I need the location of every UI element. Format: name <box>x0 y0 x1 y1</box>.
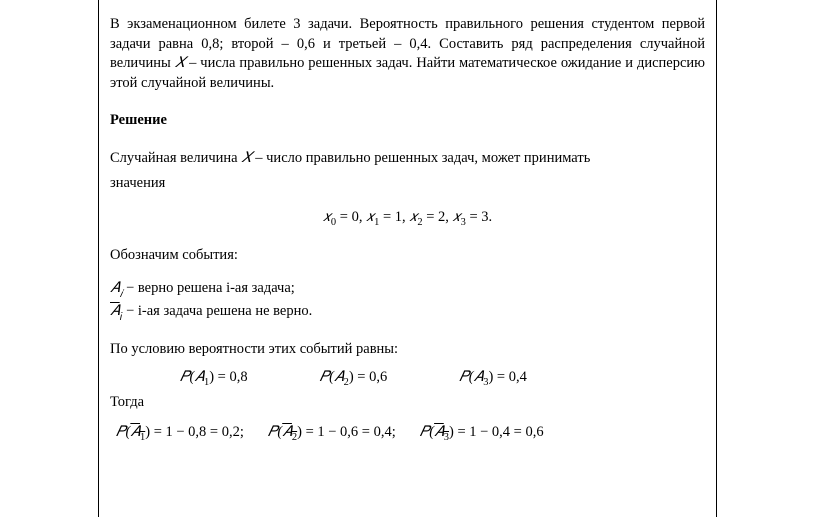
prob-abar1: 𝑃(𝐴1) = 1 − 0,8 = 0,2; <box>116 423 244 445</box>
event-a-dash: − <box>122 280 137 296</box>
intro-part2: – число правильно решенных задач, может … <box>252 150 591 166</box>
event-abar-sub: 𝑖 <box>120 311 123 325</box>
document-content: В экзаменационном билете 3 задачи. Вероя… <box>110 15 705 444</box>
intro-part3: значения <box>110 174 705 194</box>
problem-line1: В экзаменационном билете 3 задачи. Вероя… <box>110 16 584 32</box>
x0-sub: 0 <box>331 217 336 228</box>
problem-statement: В экзаменационном билете 3 задачи. Вероя… <box>110 15 705 93</box>
prob-a1: 𝑃(𝐴1) = 0,8 <box>180 368 248 390</box>
event-abar-dash: − <box>122 303 137 319</box>
event-abar-text: i-ая задача решена не верно. <box>138 303 312 319</box>
prob-abar3: 𝑃(𝐴3) = 1 − 0,4 = 0,6 <box>420 423 544 445</box>
x1-val: = 1, <box>379 209 409 225</box>
x2-val: = 2, <box>423 209 453 225</box>
solution-header: Решение <box>110 111 705 131</box>
then-word: Тогда <box>110 393 705 413</box>
probs-label: По условию вероятности этих событий равн… <box>110 340 705 360</box>
x1-sub: 1 <box>374 217 379 228</box>
intro-paragraph: Случайная величина 𝑋 – число правильно р… <box>110 149 705 169</box>
prob-abar-row: 𝑃(𝐴1) = 1 − 0,8 = 0,2; 𝑃(𝐴2) = 1 − 0,6 =… <box>116 423 705 445</box>
problem-var-x: 𝑋 <box>175 55 185 71</box>
prob-abar2: 𝑃(𝐴2) = 1 − 0,6 = 0,4; <box>268 423 396 445</box>
x0-val: = 0, <box>336 209 366 225</box>
x3-sym: 𝑥 <box>453 209 461 225</box>
event-a-text: верно решена i-ая задача; <box>138 280 295 296</box>
event-abar-sym: 𝐴𝑖 <box>110 303 122 319</box>
prob-a-row: 𝑃(𝐴1) = 0,8 𝑃(𝐴2) = 0,6 𝑃(𝐴3) = 0,4 <box>180 368 705 390</box>
event-abar-line: 𝐴𝑖 − i-ая задача решена не верно. <box>110 302 705 324</box>
event-a-line: 𝐴𝑖 − верно решена i-ая задача; <box>110 279 705 301</box>
x3-val: = 3. <box>466 209 492 225</box>
intro-var-x: 𝑋 <box>241 150 251 166</box>
prob-a3: 𝑃(𝐴3) = 0,4 <box>459 368 527 390</box>
x0-sym: 𝑥 <box>323 209 331 225</box>
problem-line3b: – числа правильно решенных задач. <box>185 55 412 71</box>
x2-sub: 2 <box>417 217 422 228</box>
values-equation: 𝑥0 = 0, 𝑥1 = 1, 𝑥2 = 2, 𝑥3 = 3. <box>110 208 705 230</box>
prob-a2: 𝑃(𝐴2) = 0,6 <box>320 368 388 390</box>
events-label: Обозначим события: <box>110 246 705 266</box>
intro-part1: Случайная величина <box>110 150 241 166</box>
x3-sub: 3 <box>461 217 466 228</box>
x1-sym: 𝑥 <box>366 209 374 225</box>
event-a-sym: 𝐴 <box>110 280 120 296</box>
event-definitions: 𝐴𝑖 − верно решена i-ая задача; 𝐴𝑖 − i-ая… <box>110 279 705 324</box>
